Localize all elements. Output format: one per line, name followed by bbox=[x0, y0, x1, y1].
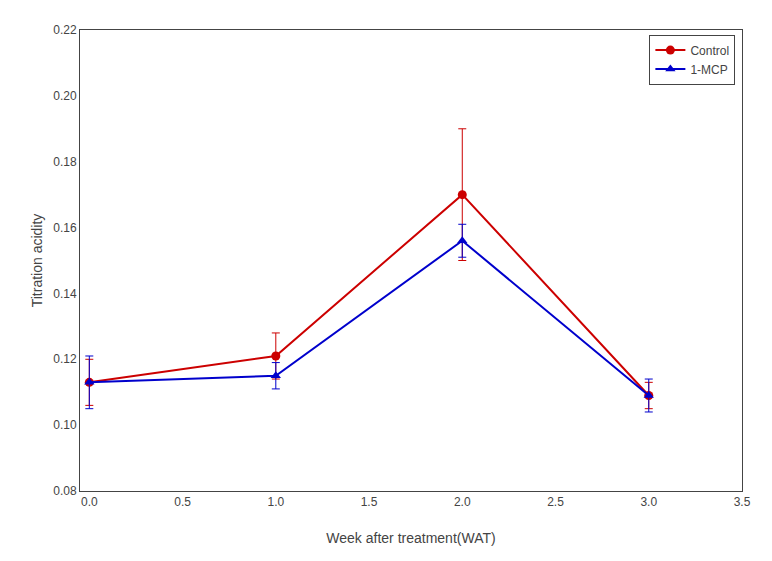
svg-text:0.22: 0.22 bbox=[53, 23, 77, 37]
svg-text:0.5: 0.5 bbox=[174, 495, 191, 509]
svg-text:3.5: 3.5 bbox=[734, 495, 751, 509]
svg-text:0.0: 0.0 bbox=[81, 495, 98, 509]
svg-text:1.5: 1.5 bbox=[361, 495, 378, 509]
svg-text:0.10: 0.10 bbox=[53, 418, 77, 432]
svg-text:1-MCP: 1-MCP bbox=[690, 63, 727, 77]
svg-text:1.0: 1.0 bbox=[267, 495, 284, 509]
svg-text:0.12: 0.12 bbox=[53, 352, 77, 366]
svg-text:2.0: 2.0 bbox=[454, 495, 471, 509]
svg-text:2.5: 2.5 bbox=[547, 495, 564, 509]
svg-text:0.18: 0.18 bbox=[53, 155, 77, 169]
svg-text:0.16: 0.16 bbox=[53, 221, 77, 235]
svg-text:Week after treatment(WAT): Week after treatment(WAT) bbox=[326, 530, 495, 546]
svg-text:0.08: 0.08 bbox=[53, 484, 77, 498]
svg-text:0.20: 0.20 bbox=[53, 89, 77, 103]
svg-text:Control: Control bbox=[690, 44, 729, 58]
svg-text:Titration acidity: Titration acidity bbox=[29, 214, 45, 308]
svg-text:3.0: 3.0 bbox=[640, 495, 657, 509]
svg-text:0.14: 0.14 bbox=[53, 287, 77, 301]
